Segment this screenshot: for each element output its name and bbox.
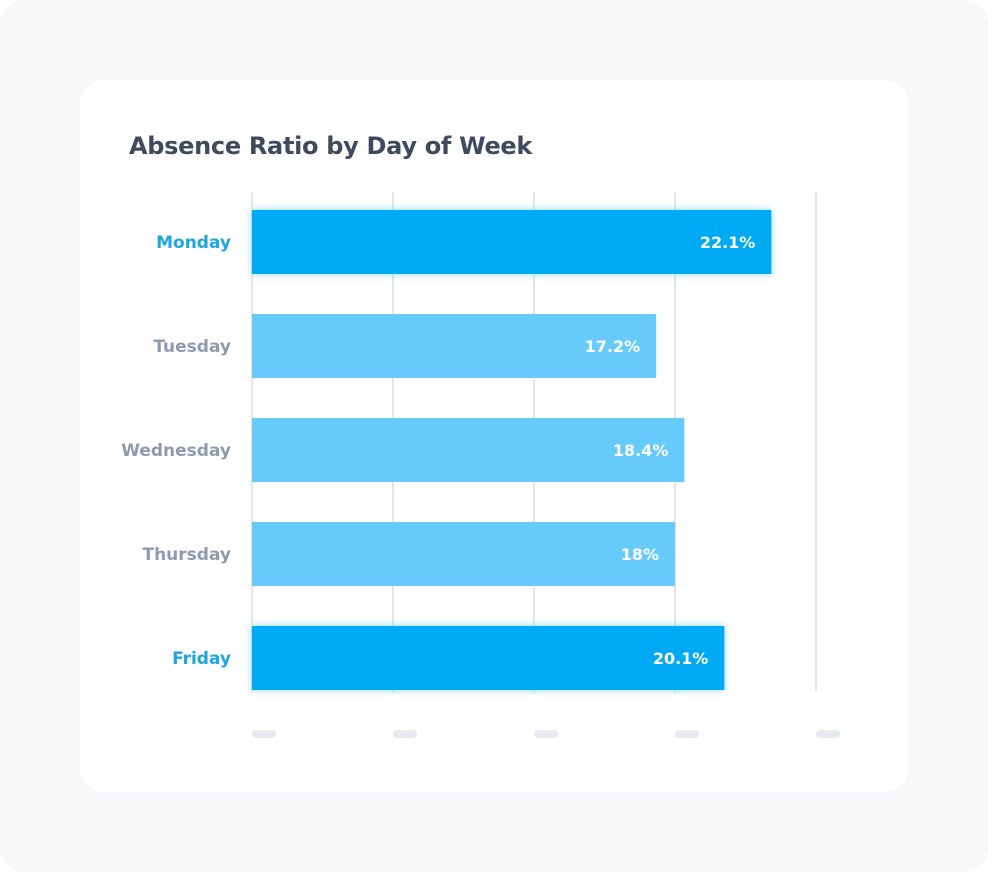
bar-monday[interactable] [252, 210, 772, 274]
category-label-monday: Monday [156, 233, 231, 253]
bar-tuesday[interactable] [252, 314, 657, 378]
value-label-monday: 22.1% [700, 233, 756, 252]
x-axis-ticks [252, 730, 840, 738]
chart-card: Absence Ratio by Day of Week 22.1% 17.2% 1… [80, 80, 908, 792]
category-label-tuesday: Tuesday [153, 337, 231, 357]
bar-thursday[interactable] [252, 522, 675, 586]
value-label-tuesday: 17.2% [585, 337, 641, 356]
bar-wednesday[interactable] [252, 418, 685, 482]
chart-title: Absence Ratio by Day of Week [129, 132, 533, 160]
value-label-friday: 20.1% [653, 649, 709, 668]
value-label-wednesday: 18.4% [613, 441, 669, 460]
x-tick-placeholder [252, 730, 276, 738]
value-label-thursday: 18% [621, 545, 659, 564]
category-label-friday: Friday [172, 649, 231, 669]
bar-chart: 22.1% 17.2% 18.4% 18% 20.1% Monday Tuesday Wed… [121, 192, 840, 738]
x-tick-placeholder [393, 730, 417, 738]
bars: 22.1% 17.2% 18.4% 18% 20.1% [252, 210, 772, 690]
x-tick-placeholder [534, 730, 558, 738]
bar-friday[interactable] [252, 626, 725, 690]
category-labels: Monday Tuesday Wednesday Thursday Friday [121, 233, 231, 669]
x-tick-placeholder [675, 730, 699, 738]
x-tick-placeholder [816, 730, 840, 738]
category-label-wednesday: Wednesday [121, 441, 231, 461]
category-label-thursday: Thursday [142, 545, 231, 565]
